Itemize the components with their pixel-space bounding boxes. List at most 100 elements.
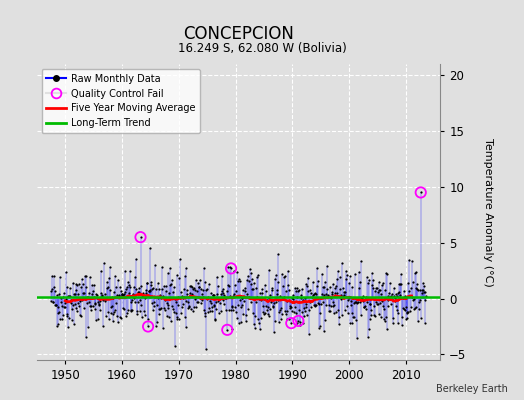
- Point: [407, 285, 415, 292]
- Point: [136, 234, 145, 240]
- Point: [379, 280, 387, 286]
- Point: [139, 293, 147, 299]
- Point: [259, 309, 267, 316]
- Point: [129, 283, 138, 290]
- Point: [322, 301, 331, 308]
- Point: [60, 300, 69, 306]
- Point: [264, 304, 272, 310]
- Point: [274, 297, 282, 304]
- Point: [75, 281, 83, 288]
- Point: [319, 298, 327, 305]
- Point: [196, 286, 205, 292]
- Point: [220, 292, 228, 298]
- Point: [279, 296, 288, 302]
- Point: [301, 301, 310, 307]
- Point: [222, 295, 231, 302]
- Point: [268, 286, 276, 293]
- Point: [281, 273, 289, 280]
- Point: [391, 295, 399, 302]
- Point: [100, 296, 108, 302]
- Point: [317, 295, 325, 302]
- Point: [203, 286, 211, 293]
- Point: [205, 281, 213, 288]
- Point: [280, 308, 289, 314]
- Point: [226, 264, 234, 270]
- Point: [53, 323, 61, 330]
- Point: [282, 298, 291, 304]
- Point: [71, 305, 80, 312]
- Point: [204, 294, 213, 301]
- Point: [112, 300, 120, 306]
- Point: [320, 292, 328, 298]
- Point: [373, 301, 381, 307]
- Point: [93, 295, 102, 302]
- Point: [128, 307, 136, 314]
- Point: [285, 316, 293, 322]
- Point: [211, 316, 219, 323]
- Point: [172, 314, 181, 320]
- Point: [95, 300, 103, 307]
- Point: [234, 302, 243, 308]
- Point: [170, 309, 178, 315]
- Point: [135, 285, 143, 291]
- Point: [143, 280, 151, 286]
- Point: [294, 318, 302, 324]
- Point: [58, 303, 67, 310]
- Point: [257, 314, 266, 321]
- Point: [416, 286, 424, 293]
- Point: [232, 288, 241, 295]
- Point: [102, 312, 111, 319]
- Point: [335, 321, 343, 328]
- Point: [337, 312, 346, 318]
- Point: [95, 302, 103, 308]
- Point: [62, 311, 71, 317]
- Point: [278, 271, 287, 277]
- Point: [169, 289, 178, 295]
- Point: [316, 300, 325, 307]
- Point: [356, 312, 365, 318]
- Point: [256, 296, 264, 302]
- Point: [205, 298, 214, 304]
- Point: [372, 285, 380, 292]
- Point: [191, 294, 200, 300]
- Point: [71, 301, 79, 307]
- Point: [147, 279, 155, 285]
- Point: [235, 297, 244, 304]
- Point: [231, 304, 239, 310]
- Point: [283, 308, 291, 314]
- Point: [337, 291, 345, 298]
- Point: [290, 308, 298, 315]
- Point: [239, 286, 247, 293]
- Point: [352, 317, 360, 324]
- Point: [320, 284, 329, 290]
- Point: [206, 307, 214, 314]
- Point: [73, 282, 81, 288]
- Point: [116, 313, 124, 320]
- Point: [178, 304, 187, 310]
- Point: [127, 308, 136, 315]
- Point: [89, 288, 97, 294]
- Point: [319, 283, 328, 290]
- Point: [366, 316, 375, 322]
- Point: [221, 295, 229, 302]
- Point: [65, 292, 73, 299]
- Point: [110, 288, 118, 295]
- Point: [249, 280, 258, 286]
- Point: [106, 264, 114, 270]
- Point: [374, 289, 382, 295]
- Point: [216, 300, 224, 306]
- Point: [93, 292, 101, 298]
- Point: [129, 290, 137, 297]
- Point: [374, 301, 382, 307]
- Point: [330, 302, 339, 308]
- Point: [75, 298, 84, 304]
- Point: [314, 301, 323, 308]
- Point: [235, 276, 243, 282]
- Point: [50, 302, 59, 308]
- Point: [354, 285, 363, 292]
- Point: [269, 303, 277, 310]
- Point: [288, 308, 297, 314]
- Point: [315, 325, 323, 331]
- Point: [70, 291, 79, 297]
- Point: [106, 310, 115, 316]
